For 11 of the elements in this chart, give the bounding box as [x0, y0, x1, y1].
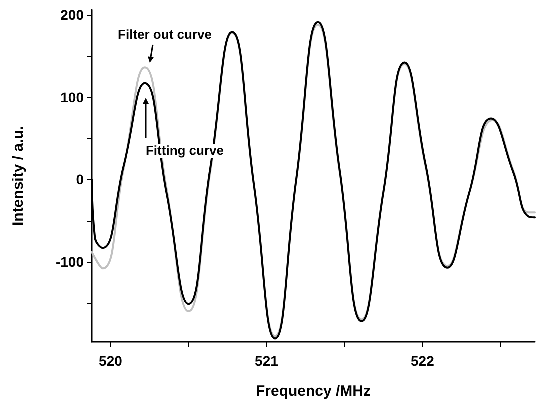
y-tick-label: -100	[56, 254, 84, 270]
x-axis-title: Frequency /MHz	[256, 383, 372, 400]
x-tick-label: 520	[99, 353, 123, 369]
x-tick-label: 521	[255, 353, 279, 369]
y-tick-label: 100	[60, 89, 84, 106]
y-axis-title: Intensity / a.u.	[10, 126, 27, 226]
annotation: Filter out curve	[117, 27, 213, 42]
annotation: Fitting curve	[144, 143, 226, 158]
y-tick-label: 200	[60, 6, 84, 23]
y-tick-label: 0	[76, 172, 84, 188]
x-tick-label: 522	[411, 353, 435, 369]
